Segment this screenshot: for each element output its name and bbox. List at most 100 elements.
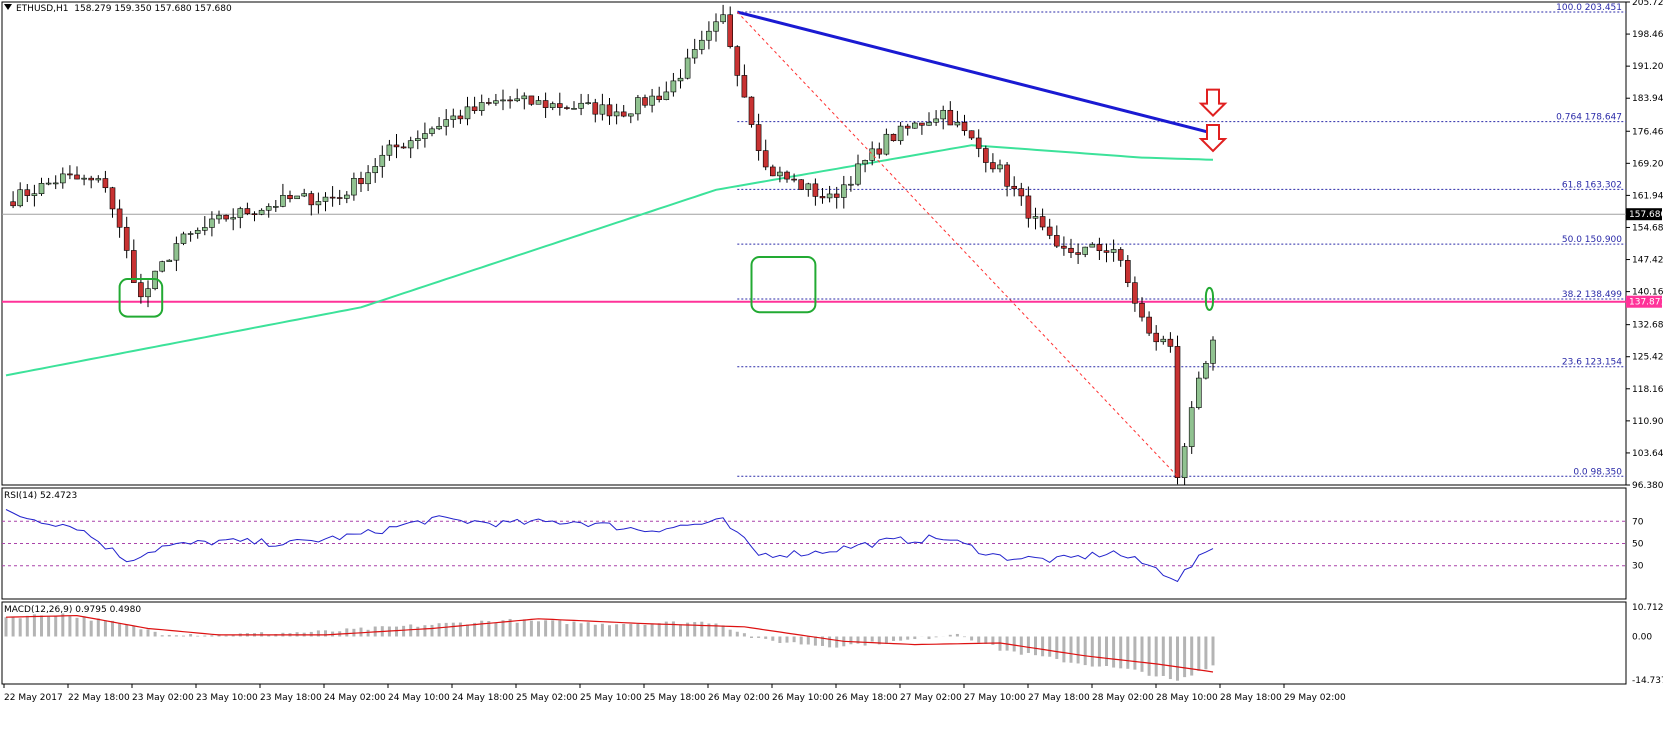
- candle-body: [287, 195, 293, 200]
- time-tick-label: 26 May 10:00: [772, 693, 834, 703]
- candle-body: [706, 30, 712, 41]
- candle-body: [223, 214, 229, 220]
- price-tick-label: 169.200: [1632, 159, 1663, 169]
- time-tick-label: 23 May 02:00: [132, 693, 194, 703]
- candle-body: [237, 208, 244, 218]
- fib-level-label: 23.6 123.154: [1562, 358, 1622, 368]
- rsi-tick-label: 30: [1632, 562, 1644, 572]
- candle-body: [656, 95, 663, 100]
- candle-body: [876, 148, 883, 155]
- candle-body: [1167, 338, 1174, 347]
- time-tick-label: 27 May 02:00: [900, 693, 962, 703]
- highlight-boxes: [118, 255, 1215, 318]
- candle-body: [308, 193, 315, 206]
- macd-panel-frame: [1, 601, 1627, 685]
- time-tick-label: 22 May 18:00: [68, 693, 130, 703]
- candle-body: [109, 187, 116, 210]
- candle-body: [38, 183, 45, 194]
- candle-body: [1174, 346, 1181, 478]
- macd-title: MACD(12,26,9) 0.9795 0.4980: [4, 605, 142, 615]
- candle-body: [102, 178, 109, 189]
- price-tick-label: 191.200: [1632, 62, 1663, 72]
- candle-body: [88, 177, 94, 181]
- rsi-title: RSI(14) 52.4723: [4, 491, 78, 501]
- candle-body: [535, 100, 542, 105]
- candle-body: [280, 195, 286, 207]
- candle-body: [762, 150, 769, 168]
- price-tick-label: 161.940: [1632, 191, 1663, 201]
- candle-body: [677, 77, 684, 82]
- price-tick-label: 103.640: [1632, 449, 1663, 459]
- candle-body: [940, 109, 947, 120]
- candle-body: [24, 189, 31, 196]
- candle-body: [414, 138, 421, 141]
- candle-body: [1046, 226, 1053, 236]
- candle-body: [507, 99, 513, 102]
- candle-body: [173, 243, 180, 261]
- candle-body: [1082, 246, 1088, 255]
- time-tick-label: 24 May 10:00: [388, 693, 450, 703]
- price-tick-label: 147.420: [1632, 256, 1663, 266]
- candle-body: [1103, 250, 1110, 253]
- candle-body: [471, 106, 478, 111]
- last-price-tag-label: 157.680: [1629, 210, 1663, 220]
- candle-body: [663, 91, 670, 100]
- candle-body: [81, 177, 87, 180]
- candle-body: [1146, 316, 1152, 334]
- candle-body: [1117, 249, 1124, 261]
- candle-body: [627, 113, 634, 117]
- candle-body: [493, 100, 499, 104]
- candle-body: [1125, 260, 1131, 283]
- candle-body: [791, 178, 797, 181]
- candle-body: [393, 144, 400, 148]
- candle-body: [613, 111, 620, 117]
- macd-signal-line: [5, 614, 1214, 673]
- candle-body: [833, 193, 840, 198]
- candle-body: [315, 201, 322, 206]
- candle-body: [10, 201, 16, 207]
- candle-body: [798, 179, 805, 190]
- candle-body: [670, 80, 677, 93]
- support-price-tag: [1626, 295, 1662, 308]
- candle-body: [329, 196, 336, 199]
- candle-body: [933, 118, 939, 123]
- candle-body: [379, 154, 386, 167]
- macd-tick-label: 10.7122: [1632, 603, 1663, 613]
- candle-body: [358, 178, 364, 185]
- price-panel: 100.0 203.451 0.764 178.647 61.8 163.302 50…: [1, 0, 1663, 491]
- candle-body: [386, 144, 393, 156]
- candle-body: [521, 95, 528, 100]
- candle-body: [556, 103, 563, 108]
- candle-body: [748, 96, 755, 125]
- candle-body: [1196, 377, 1202, 408]
- candle-body: [31, 193, 38, 196]
- candle-body: [1011, 185, 1018, 189]
- candle-body: [1025, 195, 1032, 219]
- candle-body: [1089, 244, 1096, 248]
- candle-body: [464, 106, 471, 120]
- candle-body: [1061, 245, 1067, 249]
- rsi-panel: 70 50 30: [1, 487, 1644, 600]
- candle-body: [1203, 363, 1209, 379]
- candle-body: [194, 230, 201, 234]
- rsi-tick-label: 50: [1632, 540, 1644, 550]
- candle-body: [478, 102, 485, 111]
- candle-body: [180, 233, 187, 244]
- candle-body: [812, 183, 819, 197]
- candle-body: [95, 178, 102, 181]
- candle-body: [862, 160, 868, 165]
- candle-body: [450, 115, 457, 120]
- dropdown-triangle-icon[interactable]: [4, 4, 12, 10]
- candle-body: [1181, 446, 1188, 478]
- candle-body: [585, 102, 592, 105]
- price-tick-label: 205.720: [1632, 0, 1663, 8]
- candle-body: [1039, 216, 1046, 228]
- candle-body: [954, 121, 961, 126]
- candle-body: [244, 208, 251, 214]
- candle-body: [578, 102, 584, 109]
- candle-body: [982, 148, 989, 163]
- time-tick-label: 28 May 02:00: [1092, 693, 1154, 703]
- candle-body: [443, 119, 450, 127]
- trendline-layer: [736, 10, 1214, 135]
- fib-level-label: 50.0 150.900: [1562, 235, 1622, 245]
